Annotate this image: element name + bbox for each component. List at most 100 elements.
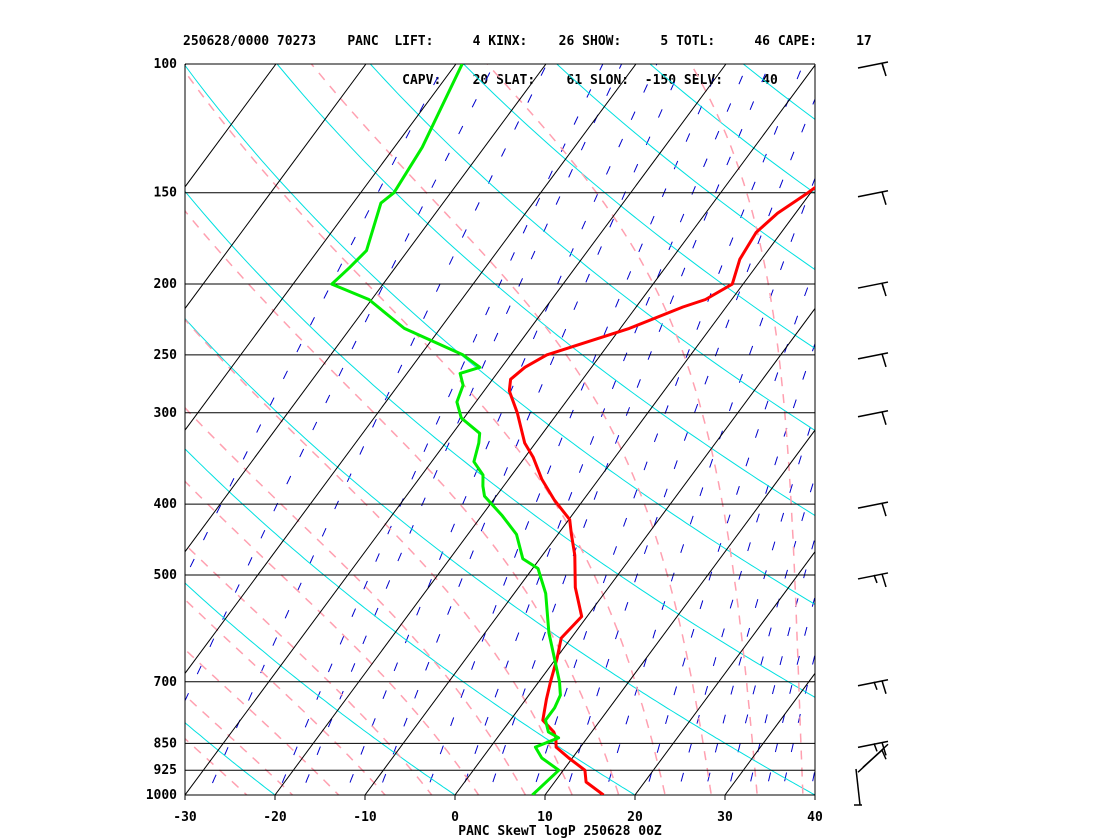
sounding-profiles xyxy=(330,64,815,795)
wind-barb xyxy=(857,743,889,773)
background-lines xyxy=(0,48,1120,811)
isotherm-line xyxy=(634,550,815,795)
moist-adiabat-line xyxy=(846,64,856,811)
dewpoint-profile xyxy=(330,64,562,795)
isotherm-line xyxy=(0,64,6,795)
moist-adiabat-line xyxy=(690,64,804,795)
pressure-tick-label: 150 xyxy=(154,186,178,201)
wind-barb xyxy=(854,768,862,806)
moist-adiabat-line xyxy=(185,694,294,795)
dry-adiabat-line xyxy=(185,722,276,795)
isotherm-line xyxy=(185,64,547,553)
barb-flag xyxy=(881,573,887,588)
temperature-tick-label: 20 xyxy=(627,810,643,825)
barb-half-flag xyxy=(873,681,878,691)
sounding-header: 250628/0000 70273 PANC LIFT: 4 KINX: 26 … xyxy=(183,9,872,100)
mixing-ratio-line xyxy=(424,64,721,795)
mixing-ratio-line xyxy=(377,64,684,795)
isotherm-line xyxy=(454,307,815,795)
barb-flag xyxy=(881,353,887,368)
chart-title: PANC SkewT logP 250628 00Z xyxy=(458,824,662,839)
temperature-tick-label: 40 xyxy=(807,810,823,825)
moist-adiabat-line xyxy=(185,209,620,795)
pressure-tick-label: 500 xyxy=(154,568,178,583)
mixing-ratio-line xyxy=(764,594,815,795)
moist-adiabat-line xyxy=(185,648,340,795)
dry-adiabat-line xyxy=(742,64,815,120)
dry-adiabat-line xyxy=(1091,48,1120,811)
isotherm-line xyxy=(185,64,277,188)
dry-adiabat-line xyxy=(185,64,815,605)
barb-staff xyxy=(857,410,889,418)
dry-adiabat-line xyxy=(185,582,456,795)
dry-adiabat-line xyxy=(999,48,1120,811)
dry-adiabat-line xyxy=(185,190,815,698)
isotherm-line xyxy=(185,64,457,431)
mixing-ratio-line xyxy=(746,536,815,795)
moist-adiabat-line xyxy=(185,737,248,795)
wind-barb xyxy=(857,281,889,297)
moist-adiabat-line xyxy=(185,598,387,795)
mixing-ratio-line xyxy=(276,64,604,795)
wind-barb xyxy=(857,740,889,756)
wind-barb xyxy=(857,410,889,425)
wind-barb xyxy=(857,352,889,368)
isobar-lines xyxy=(184,63,816,796)
temperature-tick-label: 30 xyxy=(717,810,733,825)
dry-adiabat-line xyxy=(815,48,1120,811)
header-line-1: 250628/0000 70273 PANC LIFT: 4 KINX: 26 … xyxy=(183,34,872,49)
barb-staff xyxy=(857,61,889,69)
dry-adiabat-line xyxy=(185,317,815,795)
wind-barbs xyxy=(854,61,889,806)
barb-staff xyxy=(857,189,889,198)
pressure-tick-label: 400 xyxy=(154,497,178,512)
moist-adiabat-line xyxy=(185,406,527,795)
barb-half-flag xyxy=(873,743,878,752)
isotherm-line xyxy=(0,64,96,795)
temperature-tick-label: -30 xyxy=(173,810,197,825)
isotherm-line xyxy=(364,186,815,795)
wind-barb xyxy=(857,61,889,77)
pressure-tick-label: 700 xyxy=(154,675,178,690)
moist-adiabat-line xyxy=(185,543,433,795)
barb-staff xyxy=(857,740,889,749)
wind-barb xyxy=(857,572,889,588)
barb-staff xyxy=(855,768,861,806)
wind-barb xyxy=(857,501,889,517)
mixing-ratio-line xyxy=(185,64,445,579)
mixing-ratio-line xyxy=(206,64,548,795)
pressure-tick-label: 1000 xyxy=(146,788,177,803)
moist-adiabat-line xyxy=(486,64,758,795)
mixing-ratio-line xyxy=(703,411,815,795)
mixing-ratio-line xyxy=(185,64,495,702)
temperature-tick-label: -10 xyxy=(353,810,377,825)
temperature-profile xyxy=(507,185,815,795)
dry-adiabat-line xyxy=(556,64,815,271)
mixing-ratio-line xyxy=(726,475,815,795)
temperature-tick-label: -20 xyxy=(263,810,287,825)
barb-staff xyxy=(857,572,889,580)
pressure-tick-label: 850 xyxy=(154,736,178,751)
temperature-tick-label: 0 xyxy=(451,810,459,825)
moist-adiabat-line xyxy=(185,318,573,795)
barb-staff xyxy=(857,679,889,687)
dry-adiabat-line xyxy=(0,48,113,811)
barb-staff xyxy=(857,281,889,289)
mixing-ratio-line xyxy=(459,64,749,795)
pressure-tick-label: 250 xyxy=(154,348,178,363)
mixing-ratio-line xyxy=(300,64,623,795)
barb-half-flag xyxy=(881,282,885,291)
dry-adiabat-line xyxy=(185,448,636,795)
mixing-ratio-line xyxy=(809,767,815,795)
header-line-2: CAPV: 20 SLAT: 61 SLON: -150 SELV: 40 xyxy=(183,73,778,88)
moist-adiabat-line xyxy=(185,70,666,795)
mixing-ratio-line xyxy=(676,342,815,795)
barb-half-flag xyxy=(881,62,885,71)
barb-staff xyxy=(857,501,889,509)
mixing-ratio-line xyxy=(780,652,815,795)
barb-flag xyxy=(881,502,887,517)
dry-adiabat-line xyxy=(276,64,815,517)
moist-adiabat-line xyxy=(310,64,712,795)
